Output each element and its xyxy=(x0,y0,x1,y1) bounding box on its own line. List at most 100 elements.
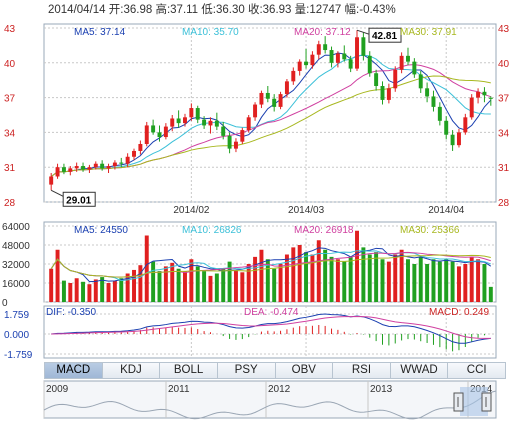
candle-body xyxy=(246,117,251,131)
price-ytick-left: 31 xyxy=(4,163,16,174)
tab-boll[interactable]: BOLL xyxy=(160,362,218,379)
volume-bar xyxy=(418,256,423,302)
volume-ytick: 16000 xyxy=(2,279,30,290)
volume-bar xyxy=(202,271,207,302)
overview-year-label: 2009 xyxy=(46,384,69,395)
min-price-label: 29.01 xyxy=(66,195,91,206)
candle-body xyxy=(163,126,168,138)
candle-body xyxy=(335,53,340,63)
volume-bar xyxy=(310,254,315,302)
candle-body xyxy=(253,104,258,118)
price-ytick-right: 40 xyxy=(498,59,510,70)
candle-body xyxy=(412,61,417,75)
volume-bar xyxy=(81,281,86,302)
candle-body xyxy=(482,91,487,96)
tab-obv[interactable]: OBV xyxy=(275,362,334,379)
quote-open: 开:36.98 xyxy=(108,4,153,16)
price-ytick-right: 43 xyxy=(498,24,510,35)
candle-body xyxy=(374,73,379,86)
tab-kdj[interactable]: KDJ xyxy=(102,362,161,379)
price-ytick-right: 28 xyxy=(498,198,510,209)
candle-body xyxy=(214,120,219,127)
volume-bar xyxy=(482,264,487,302)
volume-bar xyxy=(469,256,474,302)
volume-bar xyxy=(374,252,379,302)
tab-psy[interactable]: PSY xyxy=(217,362,276,379)
volume-bar xyxy=(106,283,111,302)
volume-bar xyxy=(189,259,194,302)
price-ma-label: MA5: 37.14 xyxy=(74,27,126,38)
candle-body xyxy=(425,88,430,97)
volume-ytick: 48000 xyxy=(2,241,30,252)
candle-body xyxy=(265,92,270,99)
volume-bar xyxy=(444,259,449,302)
candle-body xyxy=(444,120,449,135)
candle-body xyxy=(93,163,98,168)
volume-bar xyxy=(55,249,60,302)
tab-wwad[interactable]: WWAD xyxy=(390,362,449,379)
quote-date: 2014/04/14 xyxy=(48,4,106,16)
candle-body xyxy=(61,167,66,172)
price-ma-label: MA20: 37.12 xyxy=(294,27,351,38)
volume-bar xyxy=(176,268,181,302)
candle-body xyxy=(112,162,117,167)
max-price-label: 42.81 xyxy=(372,31,397,42)
macd-label: MACD: 0.249 xyxy=(429,307,489,318)
volume-ytick: 64000 xyxy=(2,222,30,233)
candle-body xyxy=(208,120,213,126)
candle-body xyxy=(233,141,238,149)
volume-bar xyxy=(348,256,353,302)
volume-bar xyxy=(157,271,162,302)
date-label: 2014/02 xyxy=(173,205,210,216)
candle-body xyxy=(284,81,289,95)
volume-bar xyxy=(393,254,398,302)
candle-body xyxy=(393,69,398,89)
candle-body xyxy=(157,132,162,138)
panel-frame xyxy=(43,305,497,359)
candle-body xyxy=(240,130,245,142)
indicator-tabs: MACD KDJ BOLL PSY OBV RSI WWAD CCI xyxy=(44,362,506,379)
candle-body xyxy=(476,91,481,98)
volume-bar xyxy=(195,266,200,302)
max-price-box xyxy=(368,27,402,43)
candle-body xyxy=(310,54,315,66)
tab-cci[interactable]: CCI xyxy=(448,362,506,379)
volume-bar xyxy=(399,249,404,302)
volume-bar xyxy=(355,230,359,302)
candle-body xyxy=(291,70,296,82)
volume-bar xyxy=(265,259,270,302)
volume-bar xyxy=(284,254,289,302)
candle-body xyxy=(456,132,461,146)
tab-rsi[interactable]: RSI xyxy=(333,362,391,379)
volume-bar xyxy=(323,249,328,302)
candle-body xyxy=(81,166,86,170)
volume-ma-label: MA20: 26918 xyxy=(294,225,354,236)
candle-body xyxy=(323,44,328,51)
candle-body xyxy=(202,119,207,126)
price-ma-label: MA30: 37.91 xyxy=(400,27,457,38)
macd-ytick: -1.759 xyxy=(4,350,33,361)
candle-body xyxy=(386,88,391,100)
volume-bar xyxy=(87,284,92,302)
volume-bar xyxy=(335,259,340,302)
candle-body xyxy=(450,134,455,146)
volume-bar xyxy=(112,280,117,302)
candle-body xyxy=(170,118,175,127)
volume-bar xyxy=(151,261,156,302)
macd-ytick: 0.000 xyxy=(4,330,29,341)
macd-dea-line xyxy=(51,316,491,339)
quote-change: 幅:-0.43% xyxy=(344,4,396,16)
volume-bar xyxy=(68,283,73,302)
volume-bar xyxy=(412,264,417,302)
min-price-pointer xyxy=(50,189,64,197)
volume-bar xyxy=(342,261,347,302)
candle-body xyxy=(463,117,468,133)
macd-label: DEA: -0.474 xyxy=(244,307,299,318)
candle-body xyxy=(431,96,436,107)
candle-body xyxy=(361,37,366,56)
volume-bar xyxy=(144,235,149,302)
tab-macd[interactable]: MACD xyxy=(44,362,103,379)
candle-body xyxy=(297,61,302,71)
volume-bar xyxy=(125,273,130,302)
